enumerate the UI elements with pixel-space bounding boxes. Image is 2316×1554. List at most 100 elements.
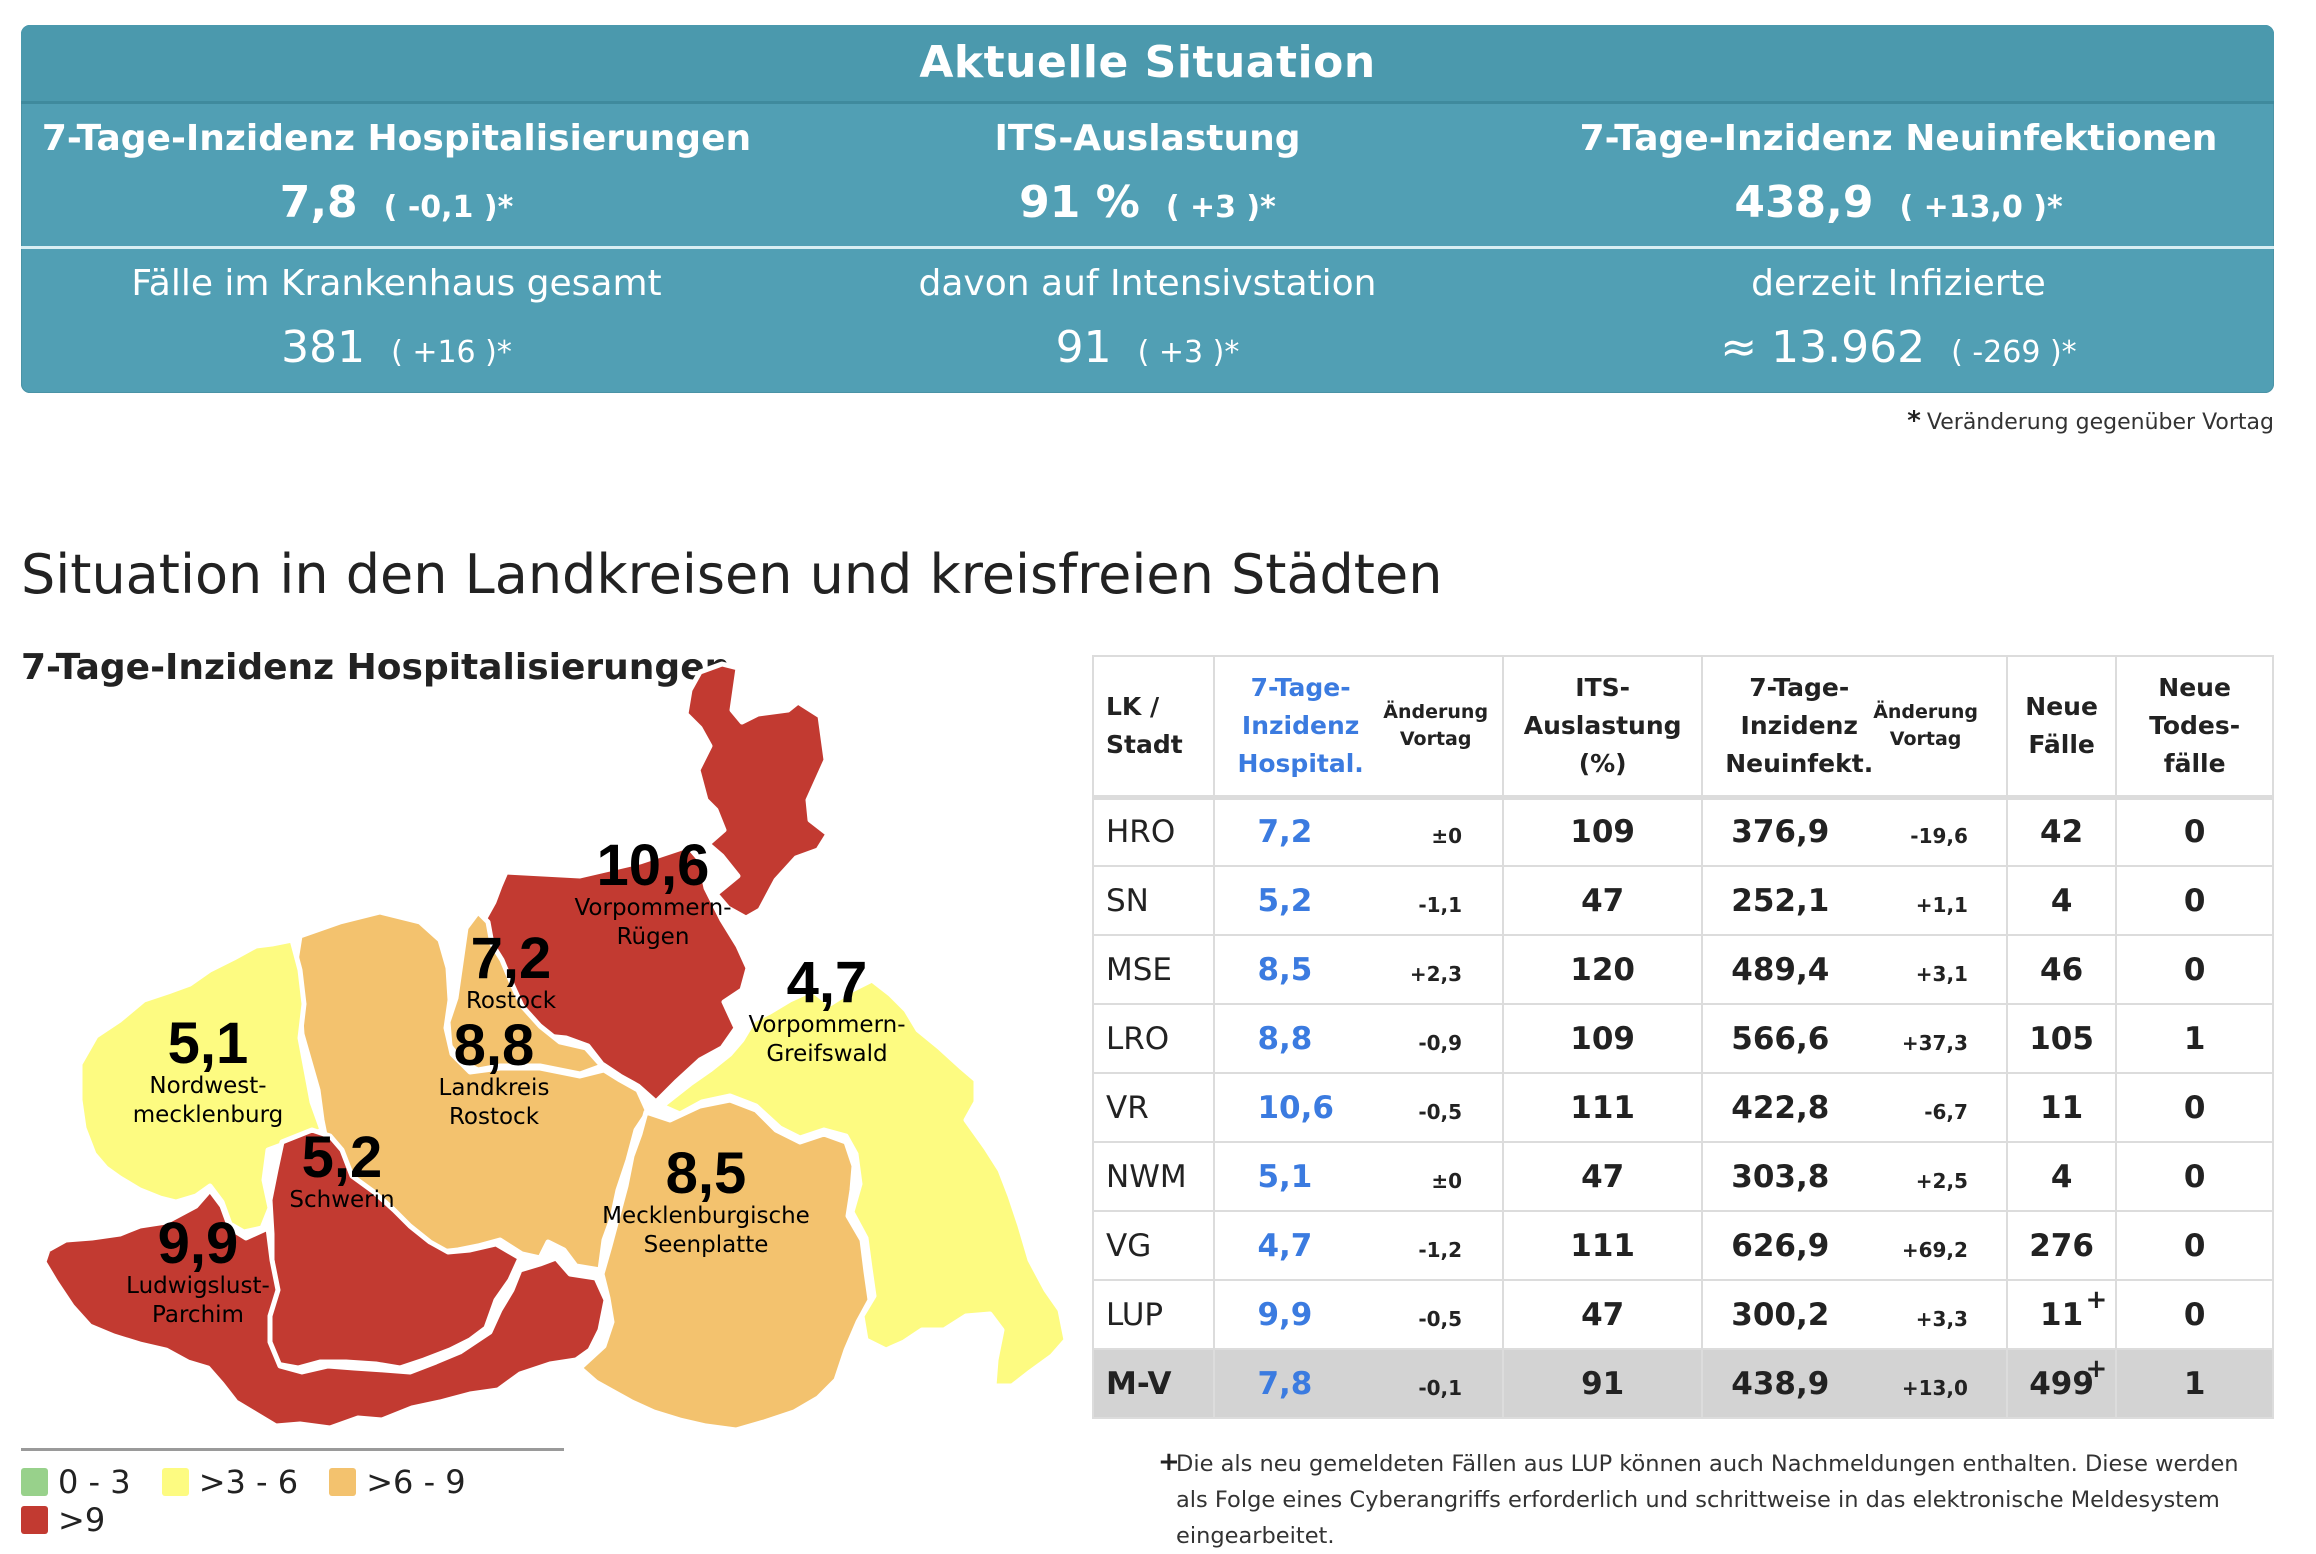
region-LUP[interactable]	[41, 1187, 609, 1430]
sub-metric-label: derzeit Infizierte	[1751, 263, 2046, 304]
header-line: Änderung	[1383, 700, 1489, 723]
legend-label: >9	[58, 1501, 106, 1539]
inf-value: 376,9	[1731, 814, 1830, 851]
its-value: 120	[1570, 951, 1635, 988]
district-code: LUP	[1106, 1296, 1164, 1333]
map-svg: 10,6Vorpommern-Rügen7,2Rostock8,8Landkre…	[41, 661, 1069, 1430]
sub-metric-number: 91	[1055, 322, 1112, 373]
region-VG[interactable]	[659, 977, 1069, 1389]
new-cases-value: 42	[2040, 814, 2084, 851]
header-its[interactable]: ITS- Auslastung (%)	[1502, 655, 1704, 800]
region-name-HRO: Rostock	[466, 988, 557, 1014]
metric-value: 91 % ( +3 )*	[772, 177, 1523, 234]
deaths-value: 1	[2183, 1365, 2206, 1402]
cell-hospitalization: 7,8 -0,1	[1213, 1348, 1505, 1419]
cell-new-cases: 276	[2005, 1210, 2118, 1281]
inf-change: +1,1	[1915, 892, 1968, 917]
district-code: VG	[1106, 1227, 1152, 1264]
inf-change: +3,3	[1915, 1306, 1968, 1331]
table-row: NWM 5,1 ±0 47 303,8 +2,5 4 0	[1091, 1141, 2274, 1212]
region-MSE[interactable]	[577, 1097, 873, 1430]
hosp-change: -0,5	[1418, 1099, 1463, 1124]
legend-swatch-green	[21, 1468, 48, 1496]
inf-value: 566,6	[1731, 1020, 1830, 1057]
deaths-value: 0	[2183, 1296, 2206, 1333]
header-district[interactable]: LK / Stadt	[1091, 655, 1216, 800]
header-change-label: Änderung Vortag	[1873, 699, 1978, 753]
inf-value: 438,9	[1731, 1365, 1830, 1402]
header-line: Vortag	[1889, 727, 1962, 750]
cell-infections: 566,6 +37,3	[1701, 1003, 2008, 1074]
cell-district: SN	[1091, 865, 1216, 936]
change-note-text: Veränderung gegenüber Vortag	[1926, 410, 2274, 435]
region-name-VR: Vorpommern-	[574, 895, 731, 921]
inf-change: +2,5	[1915, 1168, 1968, 1193]
inf-change: +13,0	[1901, 1375, 1968, 1400]
cell-hospitalization: 8,8 -0,9	[1213, 1003, 1505, 1074]
header-line: Änderung	[1873, 700, 1978, 723]
metric-value: 438,9 ( +13,0 )*	[1523, 177, 2274, 234]
deaths-value: 0	[2183, 814, 2206, 851]
header-line: Todes-	[2149, 710, 2241, 740]
metric-number: 438,9	[1734, 177, 1874, 228]
new-cases-value: 276	[2029, 1227, 2094, 1264]
cell-deaths: 0	[2115, 1279, 2274, 1350]
header-new-cases[interactable]: Neue Fälle	[2005, 655, 2118, 800]
inf-value: 300,2	[1731, 1296, 1830, 1333]
hosp-change: -0,1	[1418, 1375, 1463, 1400]
sub-metric-label: davon auf Intensivstation	[918, 263, 1377, 304]
cell-infections: 303,8 +2,5	[1701, 1141, 2008, 1212]
deaths-value: 0	[2183, 882, 2206, 919]
sub-metric-delta: ( +16 )*	[391, 335, 512, 370]
cell-new-cases: 105	[2005, 1003, 2118, 1074]
region-name-MSE: Mecklenburgische	[602, 1203, 810, 1229]
table-row: LUP 9,9 -0,5 47 300,2 +3,3 11 +0	[1091, 1279, 2274, 1350]
cell-new-cases: 4	[2005, 1141, 2118, 1212]
hosp-value: 5,2	[1257, 882, 1313, 919]
region-value-VG: 4,7	[787, 950, 868, 1015]
change-note: * Veränderung gegenüber Vortag	[1907, 406, 2274, 436]
header-line: 7-Tage-	[1250, 672, 1351, 702]
inf-value: 626,9	[1731, 1227, 1830, 1264]
header-line: Neue	[2158, 672, 2231, 702]
legend-swatch-orange	[329, 1468, 357, 1496]
cell-infections: 489,4 +3,1	[1701, 934, 2008, 1005]
inf-value: 303,8	[1731, 1158, 1830, 1195]
header-infections[interactable]: 7-Tage- Inzidenz Neuinfekt. Änderung Vortag	[1701, 655, 2008, 800]
new-cases-value: 11	[2040, 1296, 2084, 1333]
inf-change: +69,2	[1901, 1237, 1968, 1262]
hosp-change: -1,2	[1418, 1237, 1463, 1262]
legend-label: >3 - 6	[198, 1463, 299, 1501]
cell-its: 47	[1502, 865, 1704, 936]
region-name-NWM: mecklenburg	[133, 1102, 283, 1128]
cell-district: M-V	[1091, 1348, 1216, 1419]
header-line: fälle	[2163, 748, 2226, 778]
header-hospitalization[interactable]: 7-Tage- Inzidenz Hospital. Änderung Vortag	[1213, 655, 1505, 800]
legend-item: >3 - 6	[161, 1463, 299, 1501]
header-line: Stadt	[1106, 729, 1183, 759]
cell-deaths: 0	[2115, 1072, 2274, 1143]
hosp-value: 9,9	[1257, 1296, 1313, 1333]
header-deaths[interactable]: Neue Todes-fälle	[2115, 655, 2274, 800]
header-inf-label: 7-Tage- Inzidenz Neuinfekt.	[1725, 669, 1873, 783]
cell-hospitalization: 8,5 +2,3	[1213, 934, 1505, 1005]
header-line: Auslastung	[1523, 710, 1682, 740]
its-value: 109	[1570, 814, 1635, 851]
table-body: HRO 7,2 ±0 109 376,9 -19,6 42 0 SN 5,2 -1,1 47 252,1…	[1091, 796, 2274, 1419]
sub-metric-value: 91 ( +3 )*	[772, 322, 1523, 379]
deaths-value: 1	[2183, 1020, 2206, 1057]
header-line: (%)	[1578, 748, 1627, 778]
footnote-text: Die als neu gemeldeten Fällen aus LUP kö…	[1176, 1451, 2239, 1549]
cell-deaths: 1	[2115, 1348, 2274, 1419]
cell-district: LRO	[1091, 1003, 1216, 1074]
new-cases-value: 11	[2040, 1089, 2084, 1126]
cell-district: MSE	[1091, 934, 1216, 1005]
hosp-change: ±0	[1431, 1168, 1463, 1193]
header-hosp-label: 7-Tage- Inzidenz Hospital.	[1237, 669, 1363, 783]
legend-item: 0 - 3	[21, 1463, 131, 1501]
inf-value: 422,8	[1731, 1089, 1830, 1126]
region-name-LUP: Parchim	[152, 1302, 244, 1328]
map-labels: 10,6Vorpommern-Rügen7,2Rostock8,8Landkre…	[126, 833, 905, 1328]
hosp-value: 8,8	[1257, 1020, 1313, 1057]
region-value-LRO: 8,8	[454, 1013, 535, 1078]
